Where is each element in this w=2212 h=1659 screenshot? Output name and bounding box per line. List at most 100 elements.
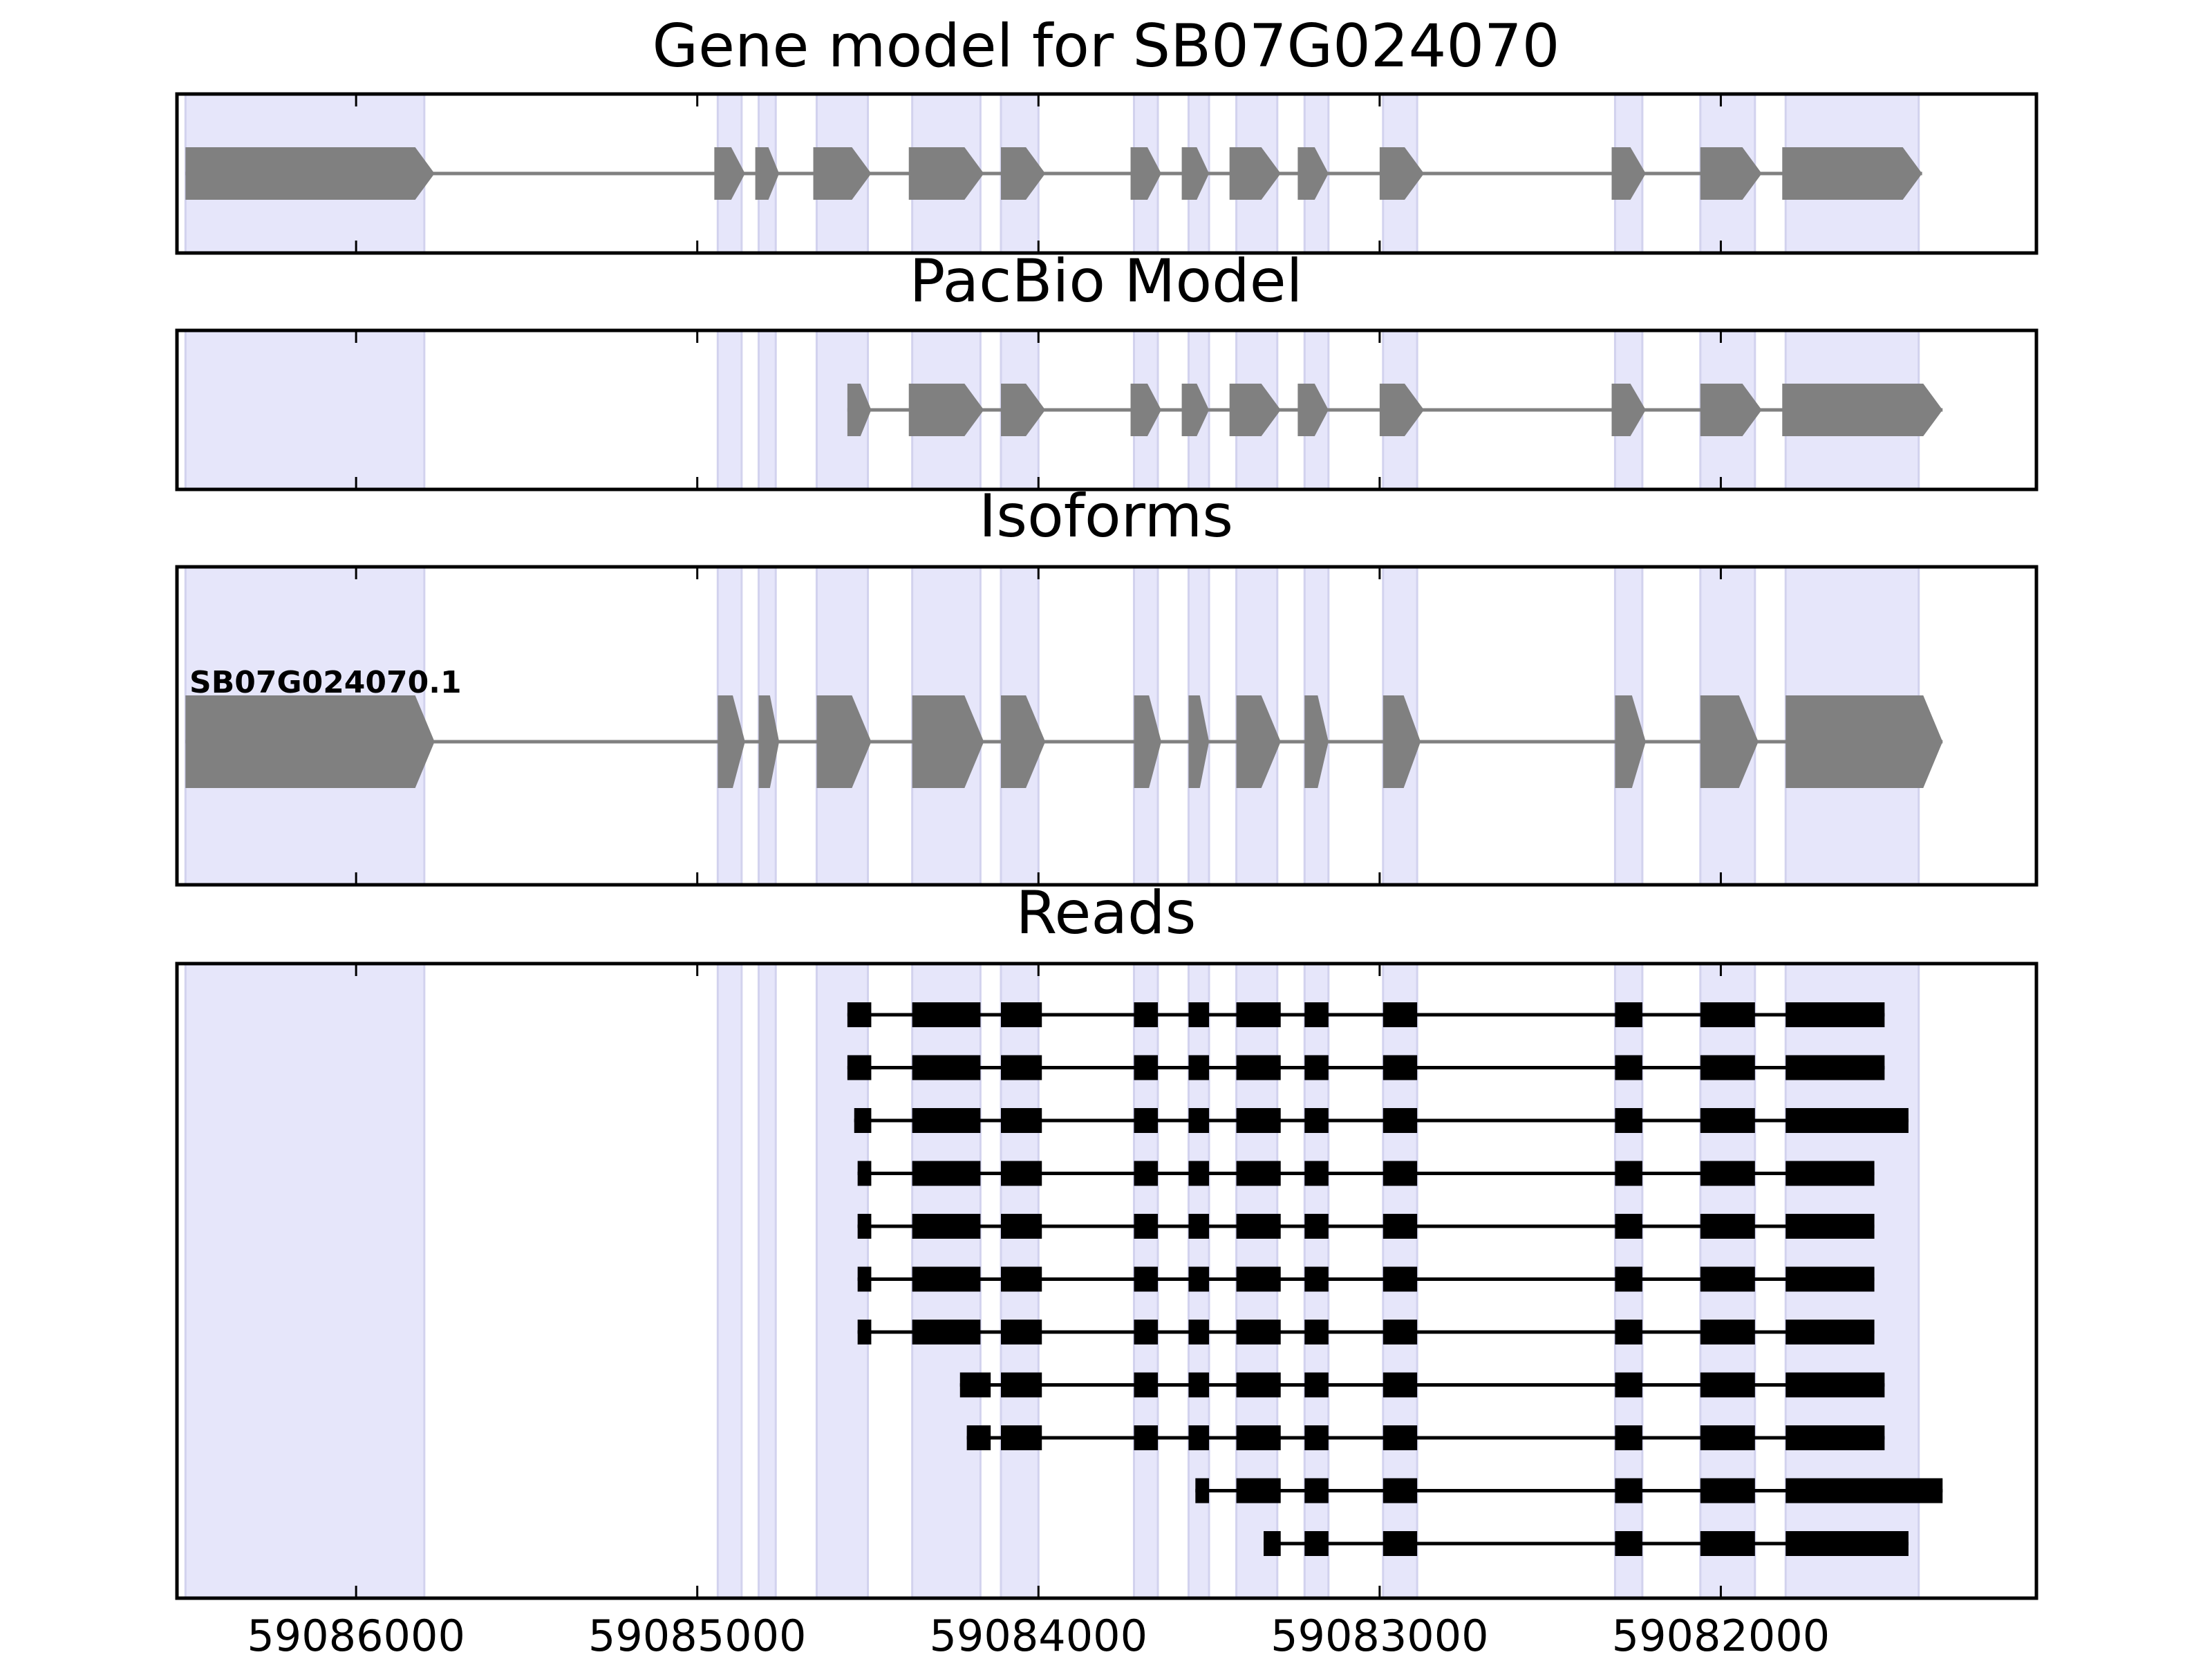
read-exon-block [1304,1002,1329,1027]
read-exon-block [1382,1214,1418,1239]
read-exon-block [1188,1002,1210,1027]
read-exon-block [1134,1002,1159,1027]
pacbio-model-exon [908,384,984,436]
reads-title: Reads [1016,879,1197,948]
read-exon-block [1000,1214,1042,1239]
read-exon-block [1134,1372,1159,1398]
read-exon-block [1382,1531,1418,1556]
pacbio-model-exon [1130,384,1161,436]
gene-model-exon [755,147,780,200]
pacbio-model-exon [1000,384,1046,436]
read-exon-block [912,1108,981,1133]
x-tick-label: 59084000 [929,1611,1147,1659]
read-exon-block [1615,1478,1642,1503]
read-exon-block [1134,1266,1159,1292]
read-exon-block [1382,1478,1418,1503]
pacbio-model-exon [1611,384,1646,436]
read-exon-block [1785,1214,1875,1239]
read-exon-block [1785,1108,1909,1133]
gene-model-exon [1297,147,1329,200]
read-exon-block [1700,1372,1755,1398]
read-exon-block [1188,1425,1210,1450]
read-exon-block [1236,1161,1281,1186]
read-exon-block [912,1055,981,1080]
x-tick-label: 59085000 [588,1611,807,1659]
read-exon-block [1700,1531,1755,1556]
pacbio-model-exon [1181,384,1210,436]
panel-frame [175,962,2038,1600]
read-exon-block [1304,1108,1329,1133]
read-exon-block [1615,1108,1642,1133]
read-exon-block [1134,1108,1159,1133]
read-exon-block [1236,1372,1281,1398]
read-exon-block [857,1214,872,1239]
gene-model-title: Gene model for SB07G024070 [653,12,1560,81]
read-exon-block [912,1320,981,1344]
read-exon-block [1700,1002,1755,1027]
read-exon-block [1188,1320,1210,1344]
read-exon-block [1304,1214,1329,1239]
gene-model-exon [1379,147,1425,200]
pacbio-model-exon [1782,384,1943,436]
exon-region-highlight [184,329,426,491]
read-exon-block [1382,1320,1418,1344]
read-exon-block [1134,1161,1159,1186]
read-exon-block [847,1002,872,1027]
read-exon-block [1382,1372,1418,1398]
read-exon-block [1134,1320,1159,1344]
read-exon-block [1785,1478,1943,1503]
read-exon-block [1236,1108,1281,1133]
read-exon-block [1785,1372,1885,1398]
read-exon-block [1000,1108,1042,1133]
read-exon-block [1188,1266,1210,1292]
pacbio-model-exon [1297,384,1329,436]
read-exon-block [1000,1161,1042,1186]
panel-frame [175,92,2038,255]
exon-region-highlight [716,329,743,491]
isoform-exon [1236,695,1281,788]
read-exon-block [1382,1002,1418,1027]
gene-model-panel [175,92,2038,255]
read-exon-block [1188,1214,1210,1239]
read-exon-block [1264,1531,1281,1556]
x-tick-label: 59083000 [1271,1611,1489,1659]
read-exon-block [1700,1478,1755,1503]
isoform-exon [1304,695,1329,788]
read-exon-block [1188,1372,1210,1398]
isoform-exon [912,695,984,788]
read-exon-block [1785,1266,1875,1292]
read-exon-block [857,1161,872,1186]
read-exon-block [1134,1055,1159,1080]
gene-model-exon [1000,147,1046,200]
isoform-exon [1000,695,1046,788]
read-exon-block [1000,1320,1042,1344]
exon-region-highlight [758,329,777,491]
read-exon-block [1000,1055,1042,1080]
gene-model-exon [813,147,872,200]
read-exon-block [1188,1055,1210,1080]
read-exon-block [912,1266,981,1292]
gene-model-exon [1611,147,1646,200]
read-exon-block [1700,1425,1755,1450]
isoforms-title: Isoforms [979,482,1233,551]
title-layer: Gene model for SB07G024070 PacBio Model … [653,12,1560,948]
read-exon-block [857,1320,872,1344]
read-exon-block [1236,1002,1281,1027]
read-exon-block [1236,1320,1281,1344]
read-exon-block [1785,1425,1885,1450]
read-exon-block [1785,1055,1885,1080]
read-exon-block [1700,1214,1755,1239]
read-exon-block [847,1055,872,1080]
isoform-exon [1785,695,1943,788]
read-exon-block [912,1161,981,1186]
isoform-exon [1700,695,1759,788]
read-exon-block [1382,1425,1418,1450]
pacbio-model-exon [1229,384,1281,436]
read-exon-block [1785,1002,1885,1027]
read-exon-block [1134,1425,1159,1450]
exon-region-highlight [758,962,777,1600]
read-exon-block [1236,1055,1281,1080]
read-exon-block [1304,1266,1329,1292]
gene-model-exon [1130,147,1161,200]
read-exon-block [1236,1478,1281,1503]
